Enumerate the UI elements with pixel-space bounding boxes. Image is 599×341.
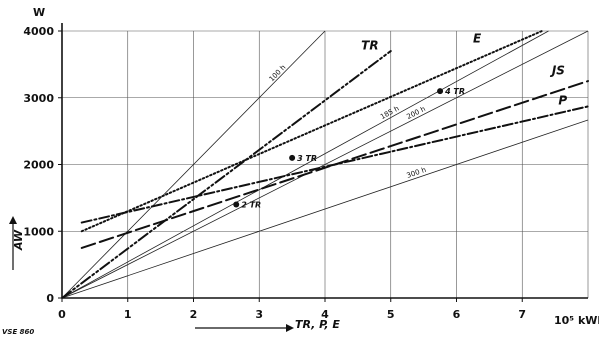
x-tick-label-4: 4 [321,308,329,321]
x-tick-label-5: 5 [387,308,395,321]
y-axis-label: AW [12,229,25,251]
y-tick-label-1000: 1000 [23,225,54,238]
y-tick-label-2000: 2000 [23,159,54,172]
corner-label: VSE 860 [2,328,34,336]
x-axis-label: TR, P, E [295,318,340,331]
series-line-3 [80,105,589,224]
point-label-0: 2 TR [241,201,261,210]
y-unit-label: W [33,6,45,19]
x-axis-arrow [195,324,294,332]
reference-line-3 [61,119,589,299]
reference-line-label-0: 100 h [268,63,288,83]
series-line-0 [61,50,392,299]
reference-line-label-1: 185 h [379,105,400,122]
x-tick-label-2: 2 [190,308,198,321]
y-axis-arrow [9,216,17,270]
reference-line-2 [61,30,589,299]
point-label-2: 4 TR [444,87,465,96]
x-tick-label-7: 7 [518,308,526,321]
y-tick-label-3000: 3000 [23,92,54,105]
x-tick-label-0: 0 [58,308,66,321]
y-tick-label-0: 0 [46,292,54,305]
x-tick-label-3: 3 [255,308,263,321]
y-tick-label-4000: 4000 [23,25,54,38]
series-lines [61,30,589,299]
series-line-1 [80,30,543,233]
series-label-3: P [558,93,567,107]
reference-line-0 [61,30,326,299]
reference-line-1 [61,30,549,299]
x-unit-label: 10⁵ kWh [554,314,599,327]
series-label-1: E [473,31,482,45]
point-label-1: 3 TR [297,154,317,163]
point-2 [437,88,444,95]
point-0 [233,201,240,208]
series-label-0: TR [361,39,378,53]
x-tick-label-6: 6 [453,308,461,321]
points: 2 TR 3 TR 4 TR [233,87,465,210]
series-label-2: JS [550,63,565,77]
labels: TR E JS P [361,31,567,107]
point-1 [289,154,296,161]
axes: 0 1 2 3 4 5 6 7 0 1000 2000 3000 4000 [23,23,588,321]
x-tick-label-1: 1 [124,308,132,321]
